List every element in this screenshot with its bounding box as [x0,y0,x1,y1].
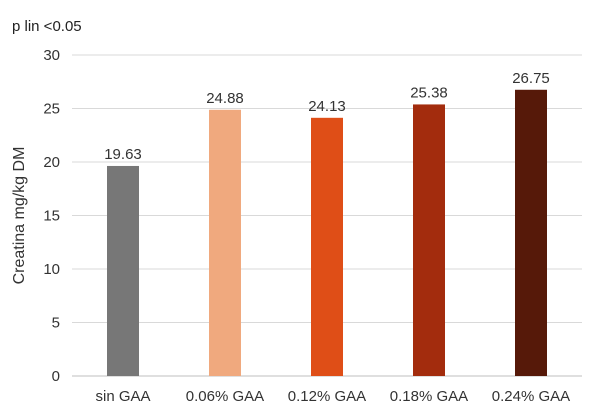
bar [311,117,343,377]
bar [413,104,445,377]
y-tick-label: 10 [43,261,60,278]
x-tick-label: 0.06% GAA [186,388,264,405]
y-tick-label: 15 [43,208,60,225]
x-tick-label: 0.18% GAA [390,388,468,405]
bar-value-label: 24.88 [206,90,244,107]
y-tick-label: 20 [43,154,60,171]
bar [209,109,241,376]
y-tick-label: 5 [52,315,60,332]
bar-value-label: 24.13 [308,98,346,115]
bar-value-label: 26.75 [512,70,550,87]
chart-annotation: p lin <0.05 [12,18,82,35]
x-tick-label: sin GAA [95,388,150,405]
y-axis-title: Creatina mg/kg DM [11,147,28,285]
x-tick-label: 0.12% GAA [288,388,366,405]
y-axis-ticks: 0 5 10 15 20 25 30 [43,47,60,385]
y-tick-label: 0 [52,368,60,385]
x-axis-labels: sin GAA 0.06% GAA 0.12% GAA 0.18% GAA 0.24% … [95,388,570,405]
bar-value-label: 25.38 [410,84,448,101]
data-labels: 19.63 24.88 24.13 25.38 26.75 [104,70,550,163]
y-tick-label: 25 [43,101,60,118]
bar [107,165,139,376]
bar-value-label: 19.63 [104,146,142,163]
bars [107,89,547,377]
y-tick-label: 30 [43,47,60,64]
x-tick-label: 0.24% GAA [492,388,570,405]
bar [515,89,547,377]
